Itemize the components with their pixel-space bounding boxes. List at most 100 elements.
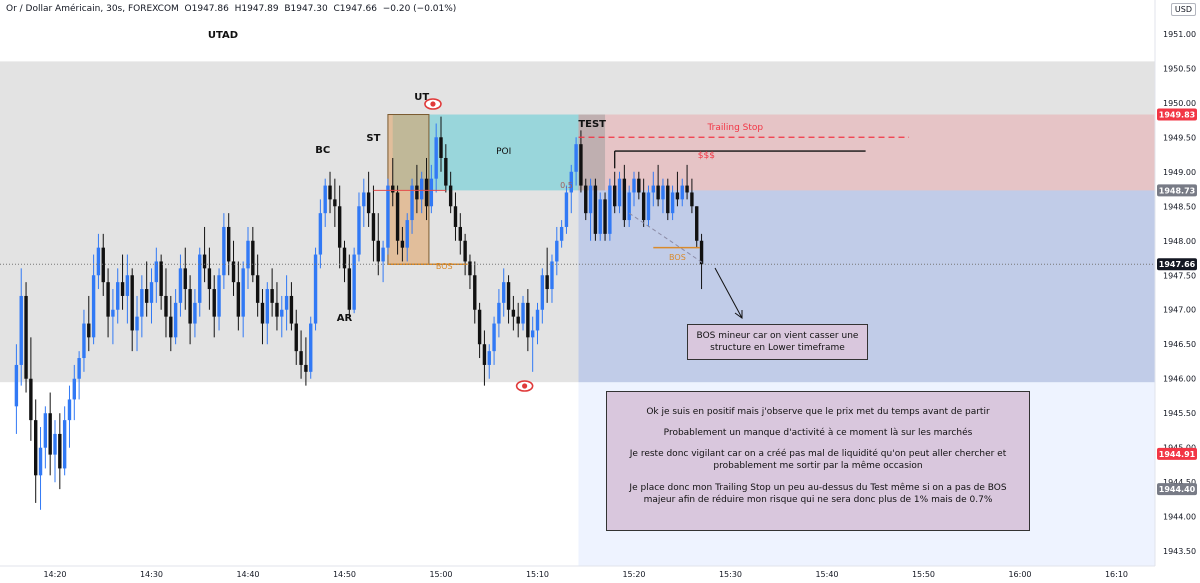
candle — [24, 282, 28, 393]
candle — [357, 192, 361, 262]
candle-body — [34, 420, 38, 476]
candle — [405, 213, 409, 262]
candle — [545, 247, 549, 303]
candle — [598, 192, 602, 241]
candle — [246, 226, 250, 290]
candle-body — [550, 261, 554, 290]
candle — [395, 185, 400, 255]
candle-body — [593, 185, 598, 234]
time-tick-label: 15:30 — [719, 570, 742, 579]
label-st: ST — [366, 133, 380, 144]
candle — [588, 178, 593, 241]
candle-body — [77, 358, 81, 379]
candle — [656, 164, 660, 207]
candle — [144, 261, 149, 317]
candle-body — [125, 275, 130, 296]
candle — [313, 247, 318, 331]
price-axis-bg — [1155, 0, 1200, 583]
candle-body — [405, 220, 409, 248]
label-utad: UTAD — [208, 30, 238, 41]
candle-body — [646, 192, 651, 221]
candle — [207, 247, 212, 310]
candle — [424, 157, 429, 221]
currency-badge[interactable]: USD — [1170, 3, 1196, 16]
candle-body — [260, 302, 265, 324]
candle — [463, 233, 467, 276]
candle-body — [299, 351, 303, 365]
candle — [627, 185, 631, 227]
candle — [58, 413, 62, 490]
candle — [434, 123, 438, 193]
candle — [34, 399, 38, 503]
candle — [101, 233, 105, 296]
candle — [670, 185, 675, 221]
candle-body — [270, 289, 274, 303]
candle-body — [38, 447, 43, 476]
candle-body — [690, 192, 694, 207]
price-tick-label: 1948.00 — [1163, 237, 1196, 246]
candle-body — [574, 144, 578, 172]
time-tick-label: 14:20 — [43, 570, 66, 579]
candle-body — [337, 206, 342, 248]
time-tick-label: 14:50 — [333, 570, 356, 579]
candle-body — [193, 302, 197, 324]
candle-body — [434, 137, 438, 179]
price-tag-label: 1947.66 — [1159, 260, 1196, 269]
candle — [540, 268, 545, 324]
candle — [53, 420, 57, 483]
close-value: C1947.66 — [333, 4, 377, 14]
candle-body — [246, 240, 250, 269]
symbol-name[interactable]: Or / Dollar Américain, 30s, FOREXCOM — [6, 4, 179, 14]
price-tick-label: 1945.50 — [1163, 409, 1196, 418]
price-tag-bg — [1157, 258, 1197, 271]
candle — [154, 247, 159, 303]
price-tag: 1944.91 — [1157, 447, 1197, 460]
candle-body — [140, 289, 144, 317]
candle — [362, 178, 366, 227]
candle-body — [58, 433, 62, 469]
candle — [420, 171, 424, 214]
candle — [559, 220, 564, 248]
candle — [497, 289, 501, 338]
candle-body — [463, 240, 467, 262]
candle-body — [14, 364, 19, 407]
candle-body — [173, 302, 178, 338]
candle — [458, 213, 462, 255]
candle-body — [584, 185, 588, 214]
candle-body — [275, 302, 279, 317]
note-arrow — [714, 267, 743, 319]
candle-body — [207, 268, 212, 290]
candle — [622, 164, 627, 227]
candle-body — [284, 295, 289, 310]
candle-body — [559, 226, 564, 241]
candle — [429, 164, 434, 214]
label-test: TEST — [578, 119, 606, 130]
candle-body — [637, 178, 641, 193]
candle — [304, 337, 308, 386]
candle — [202, 226, 207, 283]
candle — [164, 268, 168, 338]
candle — [439, 116, 443, 172]
label-bos2: BOS — [669, 253, 686, 262]
candle-body — [24, 295, 28, 379]
price-tick-label: 1947.00 — [1163, 306, 1196, 315]
price-tag: 1948.73 — [1157, 184, 1197, 197]
candle — [159, 254, 163, 310]
candle — [371, 185, 376, 262]
candle-body — [492, 323, 496, 352]
candle — [695, 206, 699, 248]
price-tick-label: 1946.00 — [1163, 375, 1196, 384]
candle — [188, 275, 192, 345]
candle — [680, 178, 684, 207]
candle-body — [241, 268, 245, 317]
candle-body — [362, 192, 366, 207]
candle — [178, 254, 183, 317]
eye-icon — [515, 380, 534, 392]
candle — [666, 178, 670, 221]
candle-body — [458, 226, 462, 241]
trend-line — [628, 212, 706, 265]
note-line: Je reste donc vigilant car on a créé pas… — [629, 449, 1007, 472]
candle-body — [521, 302, 525, 324]
candle-body — [617, 178, 622, 207]
